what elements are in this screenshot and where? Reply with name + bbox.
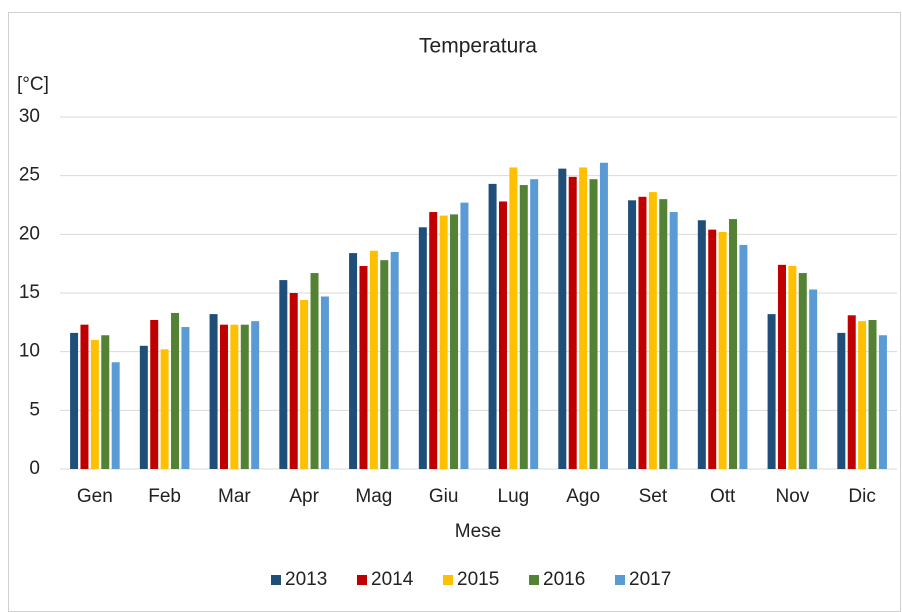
bar (509, 167, 518, 469)
legend-swatch (271, 575, 281, 585)
bar (589, 179, 598, 470)
legend-label: 2017 (629, 569, 671, 590)
y-tick-label: 15 (19, 282, 40, 303)
y-tick-label: 25 (19, 165, 40, 186)
bar (251, 321, 260, 469)
y-axis-label: [°C] (17, 74, 49, 95)
legend-label: 2016 (543, 569, 585, 590)
bar (519, 185, 528, 469)
bar (809, 289, 818, 469)
bar (380, 260, 389, 469)
bar (369, 250, 378, 469)
y-tick-label: 10 (19, 341, 40, 362)
bar (418, 227, 427, 469)
legend-swatch (529, 575, 539, 585)
bar (488, 183, 497, 469)
bar (767, 314, 776, 469)
x-tick-label: Dic (848, 486, 875, 507)
bar (171, 312, 180, 469)
bar (847, 315, 856, 469)
bar (837, 332, 846, 469)
bar (718, 231, 727, 469)
y-tick-label: 5 (29, 399, 40, 420)
bar (568, 176, 577, 469)
bar (788, 266, 797, 469)
legend-swatch (615, 575, 625, 585)
bar (599, 162, 608, 469)
legend-swatch (443, 575, 453, 585)
bar (111, 362, 120, 469)
bar (139, 345, 148, 469)
y-tick-label: 20 (19, 223, 40, 244)
bar (868, 319, 877, 469)
bar (878, 335, 887, 469)
bar (697, 220, 706, 469)
bar (300, 300, 309, 469)
bar (219, 324, 228, 469)
x-tick-label: Lug (498, 486, 530, 507)
y-tick-label: 30 (19, 106, 40, 127)
bar (558, 168, 567, 470)
bar (390, 251, 399, 469)
bar (160, 349, 169, 469)
bar (349, 253, 358, 469)
x-tick-label: Giu (429, 486, 459, 507)
legend-label: 2014 (371, 569, 414, 590)
bar (858, 321, 867, 469)
x-tick-label: Gen (77, 486, 113, 507)
bar (439, 215, 448, 469)
bar (429, 212, 438, 470)
bar (777, 264, 786, 469)
bar (80, 324, 89, 469)
bar (90, 339, 99, 469)
bar (628, 200, 637, 469)
y-tick-label: 0 (29, 458, 40, 479)
x-tick-label: Mag (355, 486, 392, 507)
bar (708, 229, 717, 469)
x-tick-label: Mar (218, 486, 251, 507)
bar (150, 319, 159, 469)
bar (181, 327, 190, 469)
bar (289, 293, 298, 469)
legend-label: 2013 (285, 569, 327, 590)
bar (739, 244, 748, 469)
x-tick-label: Apr (289, 486, 319, 507)
x-tick-label: Feb (148, 486, 181, 507)
bar (70, 332, 79, 469)
bar (579, 167, 588, 469)
bar (498, 201, 507, 470)
legend-swatch (357, 575, 367, 585)
bar (450, 214, 459, 469)
chart-title: Temperatura (419, 35, 537, 58)
bar (798, 273, 807, 469)
bar (648, 192, 657, 470)
x-axis-label: Mese (455, 521, 501, 542)
bar (279, 280, 288, 469)
bar (460, 202, 469, 470)
bar (729, 219, 738, 469)
x-tick-label: Set (639, 486, 668, 507)
x-tick-label: Ott (710, 486, 736, 507)
bar (359, 266, 368, 469)
bar (310, 273, 319, 469)
bar (101, 335, 110, 469)
bar (638, 196, 647, 469)
x-tick-label: Ago (566, 486, 600, 507)
bar (669, 212, 678, 470)
legend-label: 2015 (457, 569, 499, 590)
bar (209, 314, 218, 469)
bar (530, 179, 539, 470)
bar (240, 324, 249, 469)
x-tick-label: Nov (775, 486, 809, 507)
bar (659, 199, 668, 469)
bar (230, 324, 239, 469)
bar (320, 296, 329, 469)
